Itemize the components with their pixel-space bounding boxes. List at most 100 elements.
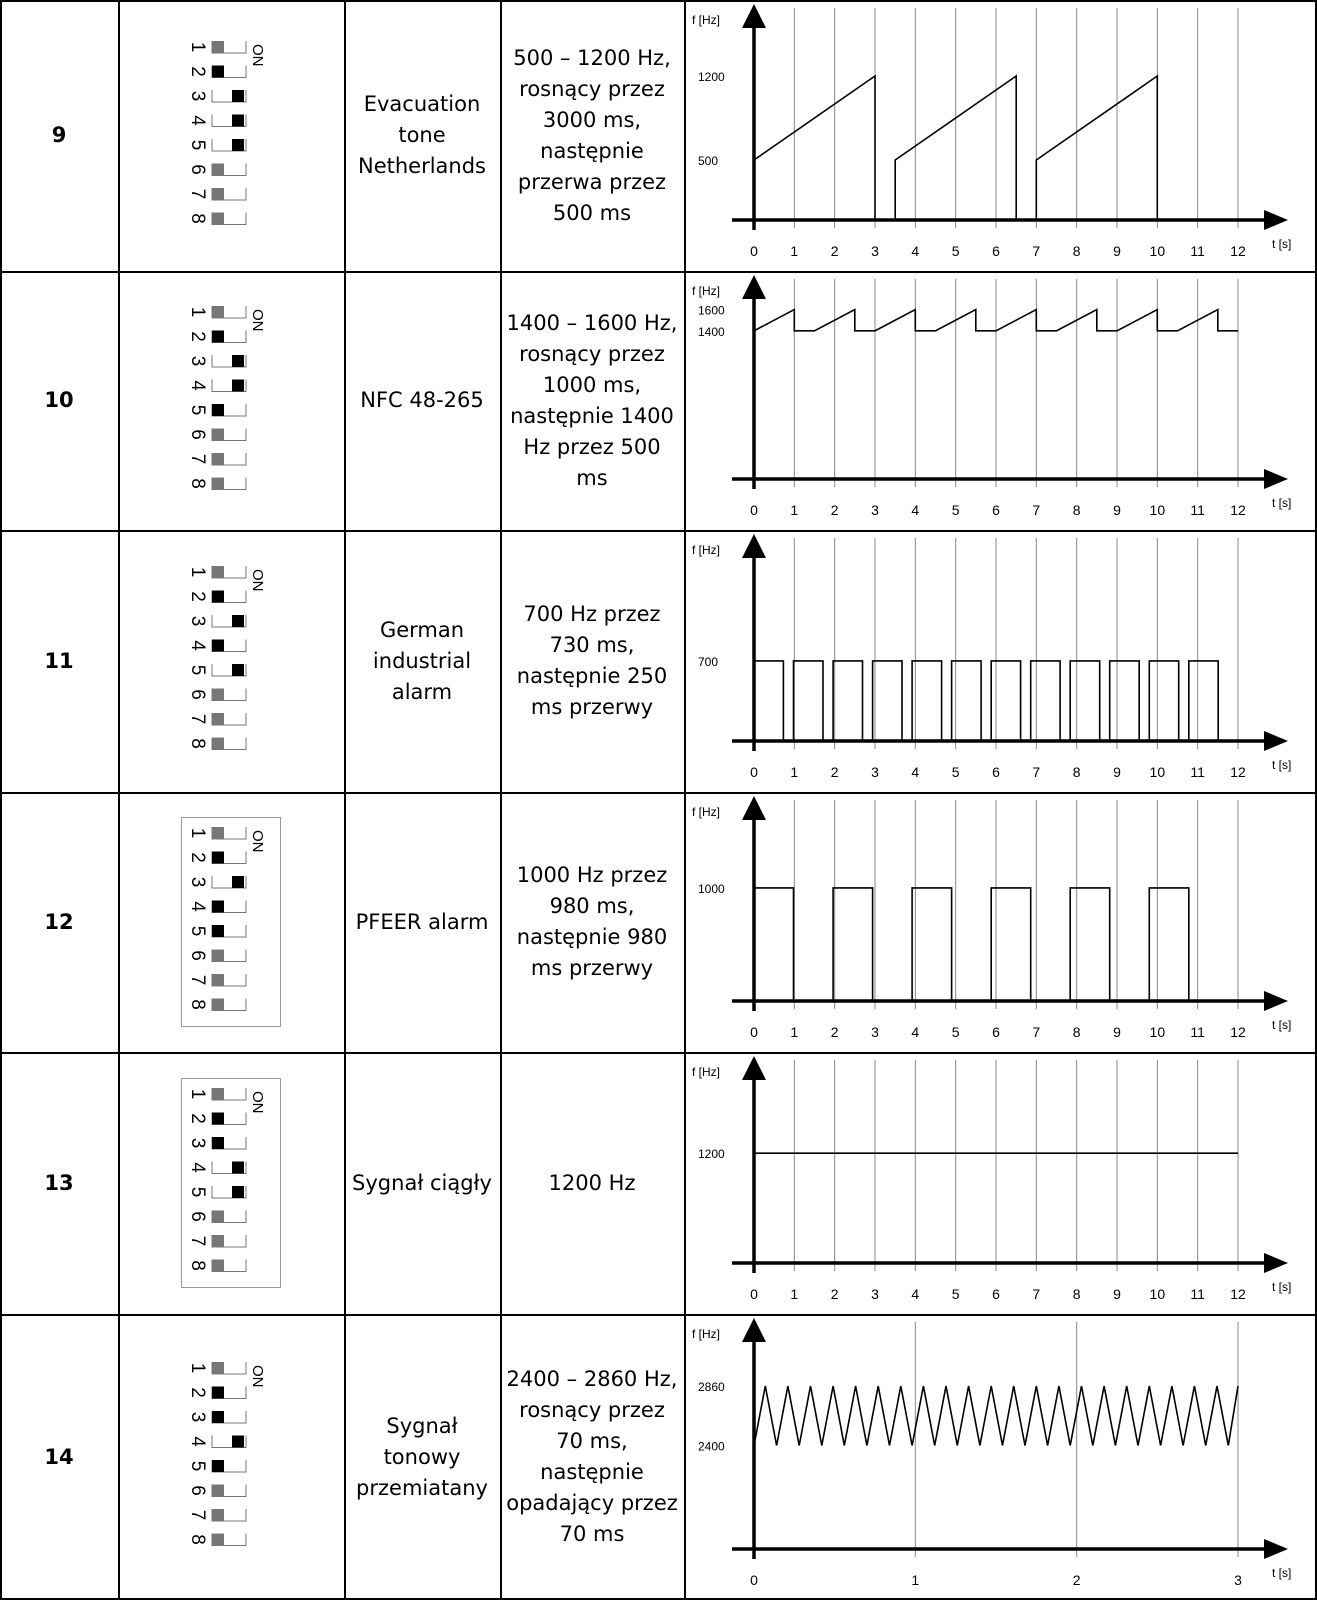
y-tick-label: 1600: [698, 304, 725, 318]
x-axis-label: t [s]: [1272, 1018, 1291, 1032]
dip-switch: ON 1 2 3 4 5 6 7 8: [181, 817, 281, 1027]
dip-switch-toggle: [211, 639, 247, 652]
tone-name-cell: Evacuation tone Netherlands: [344, 0, 500, 271]
tone-number-cell: 14: [0, 1314, 118, 1600]
dip-switch-cell: ON 1 2 3 4 5 6 7 8: [118, 1052, 344, 1314]
y-tick-label: 1400: [698, 325, 725, 339]
x-tick-label: 11: [1190, 764, 1205, 780]
dip-on-label: ON: [249, 830, 266, 853]
dip-switch-toggle: [211, 974, 247, 987]
x-tick-label: 9: [1113, 502, 1121, 518]
tone-name-cell: PFEER alarm: [344, 792, 500, 1052]
x-tick-label: 6: [992, 1024, 1000, 1040]
dip-switch-number: 1: [187, 828, 208, 839]
dip-switch-toggle: [211, 477, 247, 490]
tone-name-cell: Sygnał ciągły: [344, 1052, 500, 1314]
x-tick-label: 3: [871, 1286, 879, 1302]
x-tick-label: 2: [831, 1024, 839, 1040]
x-tick-label: 4: [911, 1286, 919, 1302]
y-axis-label: f [Hz]: [692, 284, 720, 298]
dip-on-label: ON: [249, 569, 266, 592]
x-tick-label: 0: [750, 764, 758, 780]
tone-description-cell: 700 Hz przez 730 ms, następnie 250 ms pr…: [500, 530, 684, 792]
dip-switch-toggle: [211, 1161, 247, 1174]
dip-switch-number: 6: [187, 950, 208, 961]
dip-switch-toggle: [211, 212, 247, 225]
y-axis-arrow: [742, 4, 766, 28]
tone-name-cell: German industrial alarm: [344, 530, 500, 792]
dip-switch-number: 1: [187, 41, 208, 52]
dip-switch-toggle: [211, 998, 247, 1011]
x-tick-label: 1: [790, 1286, 798, 1302]
dip-switch-toggle: [211, 1460, 247, 1473]
x-tick-label: 3: [871, 764, 879, 780]
dip-switch-toggle: [211, 403, 247, 416]
x-tick-label: 10: [1150, 502, 1166, 518]
tone-number: 10: [44, 388, 74, 412]
dip-switch-toggle: [211, 664, 247, 677]
dip-switch-number: 6: [187, 1211, 208, 1222]
dip-switch-number: 3: [187, 90, 208, 101]
tone-description-cell: 1200 Hz: [500, 1052, 684, 1314]
x-tick-label: 5: [952, 1024, 960, 1040]
dip-switch-number: 6: [187, 429, 208, 440]
frequency-series-line: [753, 1385, 1239, 1446]
dip-switch-toggle: [211, 138, 247, 151]
dip-switch-number: 8: [187, 738, 208, 749]
dip-switch-toggle: [211, 1210, 247, 1223]
dip-switch-toggle: [211, 1235, 247, 1248]
dip-switch-number: 5: [187, 926, 208, 937]
dip-switch-toggle: [211, 851, 247, 864]
dip-switch-toggle: [211, 827, 247, 840]
x-tick-label: 7: [1032, 502, 1040, 518]
x-tick-label: 6: [992, 243, 1000, 259]
dip-switch-cell: ON 1 2 3 4 5 6 7 8: [118, 0, 344, 271]
dip-switch-number: 3: [187, 355, 208, 366]
x-tick-label: 4: [911, 502, 919, 518]
dip-switch-number: 2: [187, 1113, 208, 1124]
frequency-chart: 0 1 2 3 4 5 6 7 8 9 10 11 12 t [s]f [Hz]1000: [692, 796, 1291, 1040]
x-tick-label: 3: [871, 502, 879, 518]
dip-switch-toggle: [211, 65, 247, 78]
dip-switch-number: 6: [187, 164, 208, 175]
x-tick-label: 11: [1190, 502, 1205, 518]
dip-switch-number: 1: [187, 1363, 208, 1374]
x-tick-label: 5: [952, 502, 960, 518]
x-tick-label: 9: [1113, 243, 1121, 259]
dip-switch: ON 1 2 3 4 5 6 7 8: [187, 305, 266, 490]
x-tick-label: 7: [1032, 1286, 1040, 1302]
table-row-border: [0, 1314, 1317, 1316]
dip-switch-number: 5: [187, 1461, 208, 1472]
table-column-border: [1315, 0, 1317, 1600]
x-tick-label: 2: [831, 764, 839, 780]
y-axis-label: f [Hz]: [692, 805, 720, 819]
x-tick-label: 1: [790, 1024, 798, 1040]
dip-switch-cell: ON 1 2 3 4 5 6 7 8: [118, 271, 344, 530]
tone-number: 13: [44, 1170, 74, 1195]
tone-description: 1400 – 1600 Hz, rosnący przez 1000 ms, n…: [506, 310, 678, 490]
dip-switch-toggle: [211, 379, 247, 392]
dip-switch-toggle: [211, 89, 247, 102]
x-tick-label: 7: [1032, 764, 1040, 780]
frequency-chart-cell: 0 1 2 3 4 5 6 7 8 9 10 11 12 t [s] f [Hz] 1200: [684, 1052, 1317, 1314]
x-tick-label: 6: [992, 502, 1000, 518]
dip-switch-number: 7: [187, 714, 208, 725]
dip-switch-toggle: [211, 688, 247, 701]
frequency-chart-cell: 0 1 2 3 4 5 6 7 8 9 10 11 12 t [s] f [Hz] 500 1200: [684, 0, 1317, 271]
frequency-chart-cell: 0 1 2 3 4 5 6 7 8 9 10 11 12 t [s] f [Hz] 1400 1600: [684, 271, 1317, 530]
dip-switch-toggle: [211, 1435, 247, 1448]
table-row-border: [0, 1598, 1317, 1600]
dip-switch-number: 5: [187, 139, 208, 150]
x-tick-label: 4: [911, 243, 919, 259]
x-tick-label: 8: [1073, 1286, 1081, 1302]
x-tick-label: 10: [1150, 1024, 1166, 1040]
dip-switch-number: 2: [187, 331, 208, 342]
dip-switch-toggle: [211, 163, 247, 176]
x-axis-label: t [s]: [1272, 496, 1291, 510]
tone-description: 1000 Hz przez 980 ms, następnie 980 ms p…: [516, 863, 668, 980]
x-axis-arrow: [1264, 991, 1288, 1011]
dip-switch-number: 8: [187, 999, 208, 1010]
x-axis-arrow: [1264, 469, 1288, 489]
dip-switch-toggle: [211, 737, 247, 750]
dip-switch-toggle: [211, 925, 247, 938]
